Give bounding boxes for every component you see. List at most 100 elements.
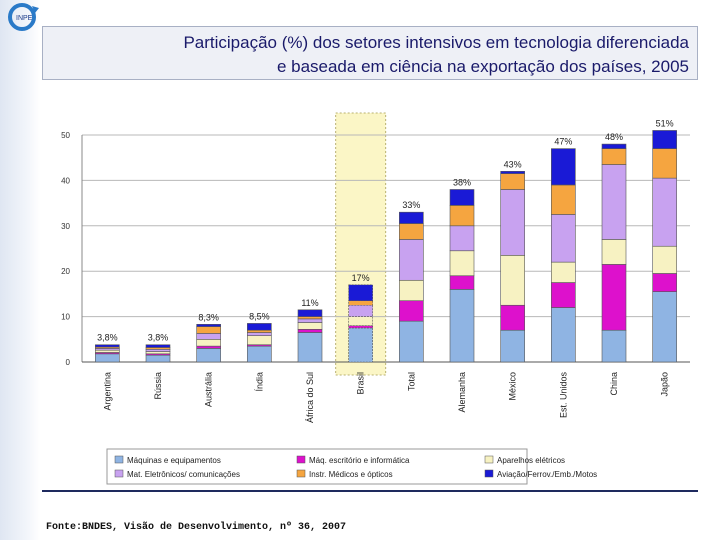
bar-segment bbox=[652, 177, 677, 247]
bar-total-label: 8,3% bbox=[198, 312, 219, 322]
inpe-logo: INPE bbox=[8, 3, 39, 31]
bar-segment bbox=[652, 291, 677, 363]
bar-segment bbox=[500, 189, 525, 256]
title-line-2: e baseada em ciência na exportação dos p… bbox=[276, 57, 689, 76]
bar-segment bbox=[652, 273, 677, 292]
bar-segment bbox=[500, 304, 525, 331]
legend-swatch bbox=[114, 469, 124, 478]
category-label: Argentina bbox=[102, 372, 112, 411]
bar-segment bbox=[449, 189, 475, 206]
bar-segment bbox=[145, 351, 171, 355]
bar-segment bbox=[247, 335, 272, 346]
bar-segment bbox=[348, 304, 373, 317]
bar-segment bbox=[500, 329, 525, 363]
bar-segment bbox=[196, 324, 221, 327]
bar-segment bbox=[348, 327, 373, 363]
bar-total-label: 51% bbox=[656, 118, 674, 128]
category-label: Índia bbox=[254, 372, 264, 392]
bar-segment bbox=[652, 245, 677, 274]
category-label: Est. Unidos bbox=[558, 372, 568, 419]
bottom-rule bbox=[42, 490, 698, 492]
source-note: Fonte:BNDES, Visão de Desenvolvimento, n… bbox=[46, 522, 347, 533]
bar-segment bbox=[145, 354, 171, 363]
legend-box bbox=[106, 448, 528, 485]
bar-total-label: 38% bbox=[453, 177, 471, 187]
bar-segment bbox=[551, 307, 576, 363]
bar-segment bbox=[399, 320, 424, 363]
bar-segment bbox=[449, 205, 475, 227]
bar-segment bbox=[196, 345, 221, 349]
bar-segment bbox=[247, 345, 272, 363]
bar-segment bbox=[95, 344, 120, 348]
bar-segment bbox=[652, 130, 677, 149]
bar-segment bbox=[145, 348, 171, 352]
bar-segment bbox=[601, 329, 627, 363]
bar-segment bbox=[399, 300, 424, 322]
bar-segment bbox=[196, 326, 221, 334]
bar-total-label: 48% bbox=[605, 132, 623, 142]
bar-segment bbox=[551, 184, 576, 215]
bar-segment bbox=[348, 316, 373, 326]
category-label: África do Sul bbox=[305, 372, 315, 423]
category-label: Rússia bbox=[153, 372, 163, 400]
legend-swatch bbox=[114, 455, 124, 464]
category-label: China bbox=[609, 372, 619, 396]
bar-segment bbox=[196, 348, 221, 363]
bar-total-label: 11% bbox=[301, 298, 318, 308]
bar-segment bbox=[601, 239, 627, 265]
legend-label: Máq. escritório e informática bbox=[309, 456, 410, 465]
bar-segment bbox=[500, 173, 525, 190]
legend-swatch bbox=[296, 469, 306, 478]
category-label: Japão bbox=[660, 372, 670, 397]
bar-segment bbox=[500, 171, 525, 174]
bar-segment bbox=[652, 148, 677, 179]
bar-segment bbox=[348, 325, 373, 329]
category-label: Austrália bbox=[204, 372, 214, 407]
bar-segment bbox=[601, 164, 627, 240]
bar-segment bbox=[449, 225, 475, 252]
bar-segment bbox=[399, 279, 424, 302]
bar-segment bbox=[500, 255, 525, 306]
legend-label: Máquinas e equipamentos bbox=[127, 456, 221, 465]
bar-segment bbox=[601, 264, 627, 331]
bar-segment bbox=[551, 282, 576, 308]
bar-segment bbox=[247, 332, 272, 336]
bar-segment bbox=[95, 353, 120, 363]
legend-label: Aparelhos elétricos bbox=[497, 456, 565, 465]
legend-swatch bbox=[296, 455, 306, 464]
legend-label: Instr. Médicos e ópticos bbox=[309, 470, 393, 479]
bar-segment bbox=[399, 239, 424, 281]
bar-segment bbox=[196, 333, 221, 340]
bar-segment bbox=[601, 148, 627, 165]
legend-label: Mat. Eletrônicos/ comunicações bbox=[127, 470, 240, 479]
legend-label: Aviação/Ferrov./Emb./Motos bbox=[497, 470, 597, 479]
left-decorative-bar bbox=[0, 0, 40, 540]
bar-segment bbox=[247, 329, 272, 333]
bar-segment bbox=[247, 323, 272, 331]
bar-segment bbox=[551, 148, 576, 186]
category-label: Alemanha bbox=[457, 372, 467, 413]
bar-segment bbox=[95, 349, 120, 353]
bar-segment bbox=[348, 300, 373, 306]
bar-segment bbox=[399, 211, 424, 224]
bar-segment bbox=[297, 329, 323, 333]
bar-segment bbox=[297, 332, 323, 363]
bar-segment bbox=[449, 275, 475, 290]
bar-segment bbox=[399, 223, 424, 240]
title-line-1: Participação (%) dos setores intensivos … bbox=[183, 33, 689, 52]
bar-total-label: 3,8% bbox=[97, 333, 118, 343]
bar-segment bbox=[145, 344, 171, 348]
y-tick-label: 10 bbox=[61, 313, 70, 322]
bar-segment bbox=[601, 143, 627, 149]
y-tick-label: 0 bbox=[66, 358, 71, 367]
category-label: Total bbox=[406, 372, 416, 391]
bar-total-label: 47% bbox=[554, 137, 572, 147]
bar-segment bbox=[348, 284, 373, 302]
legend-swatch bbox=[484, 455, 494, 464]
category-label: México bbox=[508, 372, 518, 401]
bar-segment bbox=[449, 250, 475, 277]
bar-segment bbox=[297, 309, 323, 317]
bar-segment bbox=[297, 316, 323, 320]
bar-segment bbox=[449, 289, 475, 363]
svg-text:INPE: INPE bbox=[16, 15, 33, 22]
